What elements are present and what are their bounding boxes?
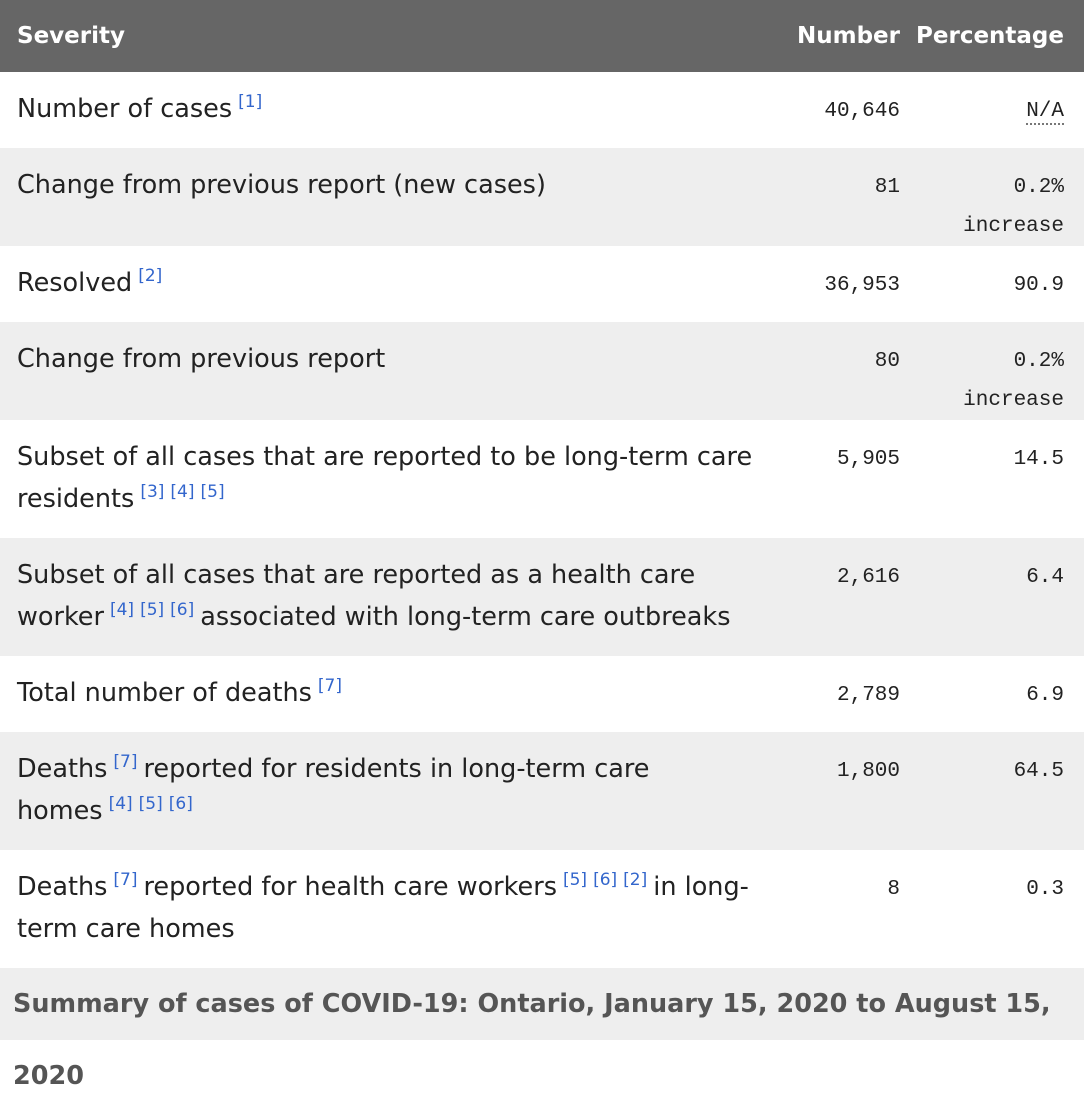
number-cell: 1,800 (780, 732, 900, 850)
percentage-text: N/A (1026, 100, 1064, 125)
footnote-link[interactable]: [6] (593, 870, 618, 890)
number-cell: 81 (780, 148, 900, 246)
label-text: associated with long-term care outbreaks (200, 602, 731, 632)
number-cell: 40,646 (780, 72, 900, 148)
percentage-cell: 0.2% increase (900, 148, 1084, 246)
label-text: in long-term care homes (17, 872, 749, 944)
label-cell: Resolved [2] (0, 246, 780, 322)
header-cell: Severity (0, 0, 780, 72)
label-text: Deaths (17, 872, 108, 902)
table-row: Deaths [7] reported for health care worker… (0, 850, 1084, 968)
percentage-text: 14.5 (1013, 448, 1064, 471)
label-text: Subset of all cases that are reported as… (17, 560, 696, 632)
number-cell: 36,953 (780, 246, 900, 322)
table-row: Subset of all cases that are reported as… (0, 538, 1084, 656)
table-row: Subset of all cases that are reported to… (0, 420, 1084, 538)
footnote-link[interactable]: [5] (562, 870, 588, 890)
header-cell: Number (780, 0, 900, 72)
footnote-link[interactable]: [5] (140, 600, 165, 620)
percentage-cell: 14.5 (900, 420, 1084, 538)
footnote-link[interactable]: [4] (108, 794, 133, 814)
number-cell: 80 (780, 322, 900, 420)
label-cell: Subset of all cases that are reported as… (0, 538, 780, 656)
number-cell: 2,789 (780, 656, 900, 732)
footnote-link[interactable]: [4] (170, 482, 195, 502)
table-row: Total number of deaths [7] 2,789 6.9 (0, 656, 1084, 732)
footnote-link[interactable]: [2] (138, 266, 163, 286)
percentage-cell: N/A (900, 72, 1084, 148)
caption: Summary of cases of COVID-19: Ontario, J… (0, 968, 1084, 1091)
label-cell: Change from previous report (0, 322, 780, 420)
percentage-cell: 6.4 (900, 538, 1084, 656)
percentage-cell: 64.5 (900, 732, 1084, 850)
table-row: Change from previous report (new cases) 8… (0, 148, 1084, 246)
footnote-link[interactable]: [7] (113, 752, 138, 772)
label-text: Deaths (17, 754, 108, 784)
label-cell: Change from previous report (new cases) (0, 148, 780, 246)
footnote-link[interactable]: [5] (200, 482, 225, 502)
table-body: Number of cases [1] 40,646 N/A Change from p… (0, 72, 1084, 968)
percentage-text: 6.4 (1026, 566, 1064, 589)
percentage-text: 0.2% increase (963, 350, 1064, 412)
footnote-link[interactable]: [6] (168, 794, 193, 814)
number-cell: 5,905 (780, 420, 900, 538)
number-cell: 8 (780, 850, 900, 968)
label-cell: Number of cases [1] (0, 72, 780, 148)
percentage-cell: 6.9 (900, 656, 1084, 732)
label-text: Number of cases (17, 94, 233, 124)
label-text: Resolved (17, 268, 133, 298)
label-text: Change from previous report (new cases) (17, 170, 546, 200)
percentage-text: 64.5 (1013, 760, 1064, 783)
footnote-link[interactable]: [2] (623, 870, 648, 890)
percentage-cell: 0.3 (900, 850, 1084, 968)
footnote-link[interactable]: [1] (238, 92, 263, 112)
percentage-cell: 90.9 (900, 246, 1084, 322)
severity-table: Severity Number Percentage Number of cas… (0, 0, 1084, 968)
footnote-link[interactable]: [7] (113, 870, 138, 890)
label-text: Subset of all cases that are reported to… (17, 442, 753, 514)
percentage-text: 0.2% increase (963, 176, 1064, 238)
label-cell: Total number of deaths [7] (0, 656, 780, 732)
percentage-text: 0.3 (1026, 878, 1064, 901)
table-row: Deaths [7] reported for residents in long-… (0, 732, 1084, 850)
table-row: Number of cases [1] 40,646 N/A (0, 72, 1084, 148)
label-cell: Subset of all cases that are reported to… (0, 420, 780, 538)
label-text: reported for health care workers (143, 872, 557, 902)
table-row: Resolved [2] 36,953 90.9 (0, 246, 1084, 322)
percentage-text: 6.9 (1026, 684, 1064, 707)
label-text: Change from previous report (17, 344, 386, 374)
footnote-link[interactable]: [6] (170, 600, 195, 620)
percentage-cell: 0.2% increase (900, 322, 1084, 420)
footnote-link[interactable]: [4] (109, 600, 135, 620)
footnote-link[interactable]: [3] (140, 482, 165, 502)
number-cell: 2,616 (780, 538, 900, 656)
header-row: Severity Number Percentage (0, 0, 1084, 72)
label-cell: Deaths [7] reported for health care worker… (0, 850, 780, 968)
footnote-link[interactable]: [7] (317, 676, 343, 696)
percentage-text: 90.9 (1013, 274, 1064, 297)
header-cell: Percentage (900, 0, 1084, 72)
label-text: reported for residents in long-term care… (17, 754, 650, 826)
table-row: Change from previous report 80 0.2% increa… (0, 322, 1084, 420)
label-text: Total number of deaths (17, 678, 312, 708)
footnote-link[interactable]: [5] (138, 794, 163, 814)
label-cell: Deaths [7] reported for residents in long-… (0, 732, 780, 850)
